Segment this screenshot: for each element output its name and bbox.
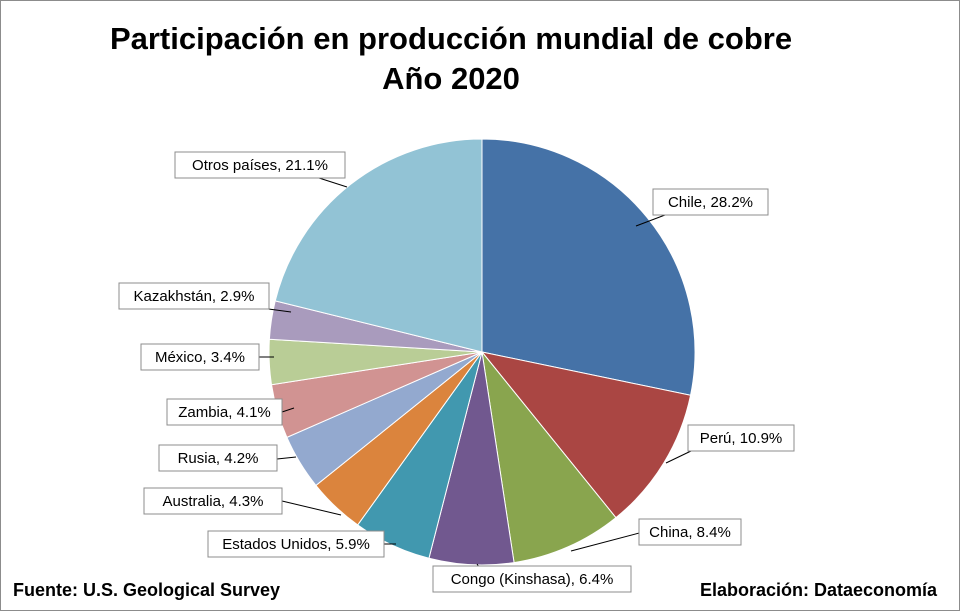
pie-slice-otros-pa-ses: [274, 138, 483, 353]
pie-slice-per-: [480, 351, 692, 519]
credit-note: Elaboración: Dataeconomía: [699, 580, 937, 600]
data-label: Zambia, 4.1%: [166, 398, 283, 426]
pie-slice-chile: [481, 138, 696, 396]
chart-title: Participación en producción mundial de c…: [109, 21, 793, 56]
leader-lines: [259, 177, 692, 568]
data-label-text: Kazakhstán, 2.9%: [134, 288, 255, 305]
data-label-text: Estados Unidos, 5.9%: [222, 536, 370, 553]
data-label-box: [118, 282, 270, 310]
leader-line: [276, 456, 297, 460]
data-label-text: Perú, 10.9%: [700, 430, 783, 447]
leader-line: [281, 407, 295, 413]
data-label: Perú, 10.9%: [687, 424, 795, 452]
data-label-box: [143, 487, 283, 515]
data-label: Otros países, 21.1%: [174, 151, 346, 179]
data-label: Australia, 4.3%: [143, 487, 283, 515]
data-label-box: [687, 424, 795, 452]
data-label-text: Otros países, 21.1%: [192, 157, 328, 174]
data-label-box: [432, 565, 632, 593]
source-note: Fuente: U.S. Geological Survey: [13, 580, 281, 600]
data-label-box: [166, 398, 283, 426]
leader-line: [635, 214, 666, 227]
data-label: China, 8.4%: [638, 518, 742, 546]
data-label-box: [140, 343, 260, 371]
chart-subtitle: Año 2020: [382, 61, 520, 96]
leader-line: [281, 500, 342, 516]
data-label: México, 3.4%: [140, 343, 260, 371]
data-label: Kazakhstán, 2.9%: [118, 282, 270, 310]
data-label: Rusia, 4.2%: [158, 444, 278, 472]
data-label-text: Zambia, 4.1%: [178, 404, 271, 421]
leader-line: [570, 531, 644, 552]
data-label-text: Rusia, 4.2%: [178, 450, 259, 467]
data-label-box: [207, 530, 385, 558]
data-label-text: Congo (Kinshasa), 6.4%: [451, 571, 614, 588]
pie-slices: [268, 138, 696, 566]
leader-line: [665, 450, 692, 464]
data-label-text: México, 3.4%: [155, 349, 245, 366]
data-label-box: [158, 444, 278, 472]
data-label: Congo (Kinshasa), 6.4%: [432, 565, 632, 593]
data-label-box: [174, 151, 346, 179]
pie-slice-china: [481, 350, 617, 564]
data-label-text: Australia, 4.3%: [163, 493, 264, 510]
data-label-box: [652, 188, 769, 216]
data-label: Estados Unidos, 5.9%: [207, 530, 385, 558]
leader-line: [318, 177, 348, 188]
data-label-text: China, 8.4%: [649, 524, 731, 541]
data-label-text: Chile, 28.2%: [668, 194, 753, 211]
data-label: Chile, 28.2%: [652, 188, 769, 216]
data-label-box: [638, 518, 742, 546]
